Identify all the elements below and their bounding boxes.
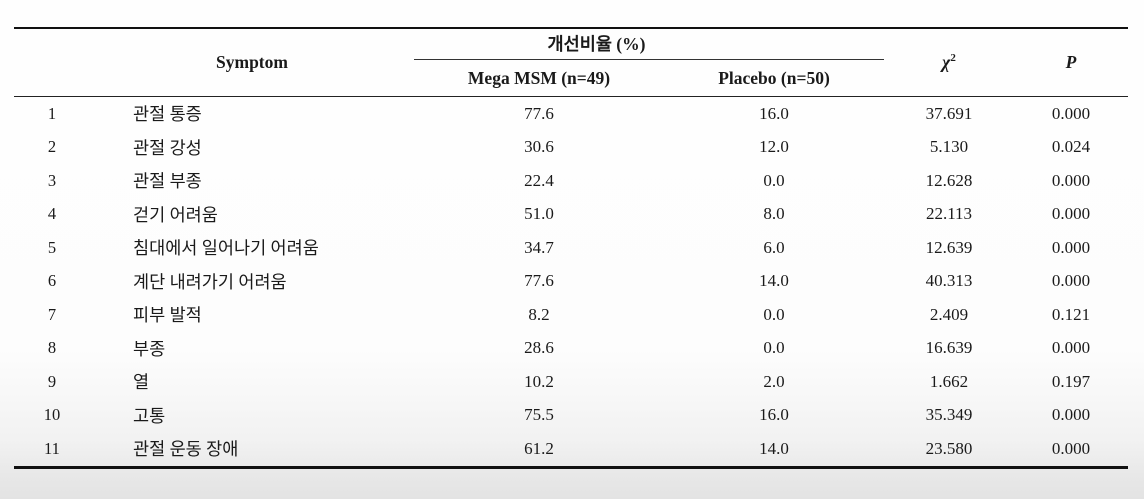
row-number: 1 — [47, 103, 57, 123]
symptom-cell: 관절 운동 장애 — [133, 439, 239, 460]
row-number: 3 — [47, 170, 57, 190]
row-number: 7 — [47, 304, 57, 324]
p-value: 0.000 — [1051, 405, 1091, 425]
placebo-value: 14.0 — [759, 271, 789, 291]
mega-msm-value: 77.6 — [524, 103, 554, 123]
placebo-value: 0.0 — [763, 338, 785, 358]
table-row: 9 열 10.2 2.0 1.662 0.197 — [14, 365, 1128, 399]
table-row: 6 계단 내려가기 어려움 77.6 14.0 40.313 0.000 — [14, 265, 1128, 299]
chi-symbol: χ — [942, 52, 951, 73]
symptom-cell: 관절 강성 — [133, 137, 202, 158]
table-row: 10 고통 75.5 16.0 35.349 0.000 — [14, 399, 1128, 433]
p-value: 0.024 — [1051, 137, 1091, 157]
results-table: Symptom 개선비율 (%) χ2 P Mega MSM (n=49) Pl… — [14, 27, 1128, 469]
table-row: 8 부종 28.6 0.0 16.639 0.000 — [14, 332, 1128, 366]
p-value: 0.000 — [1051, 237, 1091, 257]
p-value: 0.000 — [1051, 170, 1091, 190]
row-number: 11 — [44, 438, 60, 458]
symptom-cell: 고통 — [133, 405, 166, 426]
symptom-cell: 계단 내려가기 어려움 — [133, 271, 287, 292]
chi-square-value: 37.691 — [925, 103, 973, 123]
mega-msm-value: 28.6 — [524, 338, 554, 358]
symptom-cell: 걷기 어려움 — [133, 204, 218, 225]
mega-msm-value: 51.0 — [524, 204, 554, 224]
table-row: 5 침대에서 일어나기 어려움 34.7 6.0 12.639 0.000 — [14, 231, 1128, 265]
symptom-cell: 관절 부종 — [133, 171, 202, 192]
mega-msm-value: 61.2 — [524, 438, 554, 458]
table-row: 11 관절 운동 장애 61.2 14.0 23.580 0.000 — [14, 432, 1128, 467]
placebo-value: 16.0 — [759, 405, 789, 425]
table-row: 1 관절 통증 77.6 16.0 37.691 0.000 — [14, 97, 1128, 131]
chi-square-value: 22.113 — [925, 204, 973, 224]
row-number: 6 — [47, 271, 57, 291]
chi-square-value: 40.313 — [925, 271, 973, 291]
number-column-header — [14, 28, 90, 97]
mega-msm-value: 10.2 — [524, 371, 554, 391]
mega-msm-value: 8.2 — [528, 304, 550, 324]
chi-square-value: 2.409 — [929, 304, 969, 324]
table-row: 3 관절 부종 22.4 0.0 12.628 0.000 — [14, 164, 1128, 198]
chi-square-value: 12.628 — [925, 170, 973, 190]
chi-square-value: 12.639 — [925, 237, 973, 257]
symptom-cell: 부종 — [133, 338, 166, 359]
chi-square-value: 35.349 — [925, 405, 973, 425]
p-value: 0.000 — [1051, 438, 1091, 458]
placebo-value: 0.0 — [763, 170, 785, 190]
p-value: 0.121 — [1051, 304, 1091, 324]
symptom-cell: 침대에서 일어나기 어려움 — [133, 238, 319, 259]
symptom-column-header: Symptom — [90, 28, 414, 97]
mega-msm-value: 34.7 — [524, 237, 554, 257]
table-body: 1 관절 통증 77.6 16.0 37.691 0.000 2 관절 강성 3… — [14, 97, 1128, 468]
row-number: 4 — [47, 204, 57, 224]
table-row: 7 피부 발적 8.2 0.0 2.409 0.121 — [14, 298, 1128, 332]
row-number: 10 — [43, 405, 61, 425]
p-value: 0.000 — [1051, 338, 1091, 358]
symptom-cell: 관절 통증 — [133, 104, 202, 125]
p-value-column-header: P — [1014, 28, 1128, 97]
placebo-column-header: Placebo (n=50) — [664, 59, 884, 97]
improvement-rate-group-header: 개선비율 (%) — [414, 28, 884, 60]
p-value: 0.000 — [1051, 204, 1091, 224]
row-number: 9 — [47, 371, 57, 391]
chi-square-value: 16.639 — [925, 338, 973, 358]
placebo-value: 14.0 — [759, 438, 789, 458]
mega-msm-value: 77.6 — [524, 271, 554, 291]
mega-msm-value: 75.5 — [524, 405, 554, 425]
placebo-value: 2.0 — [763, 371, 785, 391]
placebo-value: 0.0 — [763, 304, 785, 324]
symptom-cell: 열 — [133, 372, 150, 393]
placebo-value: 6.0 — [763, 237, 785, 257]
symptom-cell: 피부 발적 — [133, 305, 202, 326]
placebo-value: 16.0 — [759, 103, 789, 123]
table-row: 2 관절 강성 30.6 12.0 5.130 0.024 — [14, 131, 1128, 165]
table-row: 4 걷기 어려움 51.0 8.0 22.113 0.000 — [14, 198, 1128, 232]
chi-square-value: 23.580 — [925, 438, 973, 458]
header-row-sub: Mega MSM (n=49) Placebo (n=50) — [14, 59, 1128, 97]
placebo-value: 12.0 — [759, 137, 789, 157]
p-value: 0.000 — [1051, 103, 1091, 123]
chi-square-value: 5.130 — [929, 137, 969, 157]
mega-msm-value: 30.6 — [524, 137, 554, 157]
chi-exponent: 2 — [950, 52, 956, 65]
table-header: Symptom 개선비율 (%) χ2 P Mega MSM (n=49) Pl… — [14, 28, 1128, 97]
header-row-top: Symptom 개선비율 (%) χ2 P — [14, 28, 1128, 97]
p-value: 0.000 — [1051, 271, 1091, 291]
row-number: 8 — [47, 338, 57, 358]
p-value: 0.197 — [1051, 371, 1091, 391]
chi-square-column-header: χ2 — [884, 28, 1014, 97]
row-number: 5 — [47, 237, 57, 257]
mega-msm-value: 22.4 — [524, 170, 554, 190]
row-number: 2 — [47, 137, 57, 157]
mega-msm-column-header: Mega MSM (n=49) — [414, 59, 664, 97]
placebo-value: 8.0 — [763, 204, 785, 224]
chi-square-value: 1.662 — [929, 371, 969, 391]
